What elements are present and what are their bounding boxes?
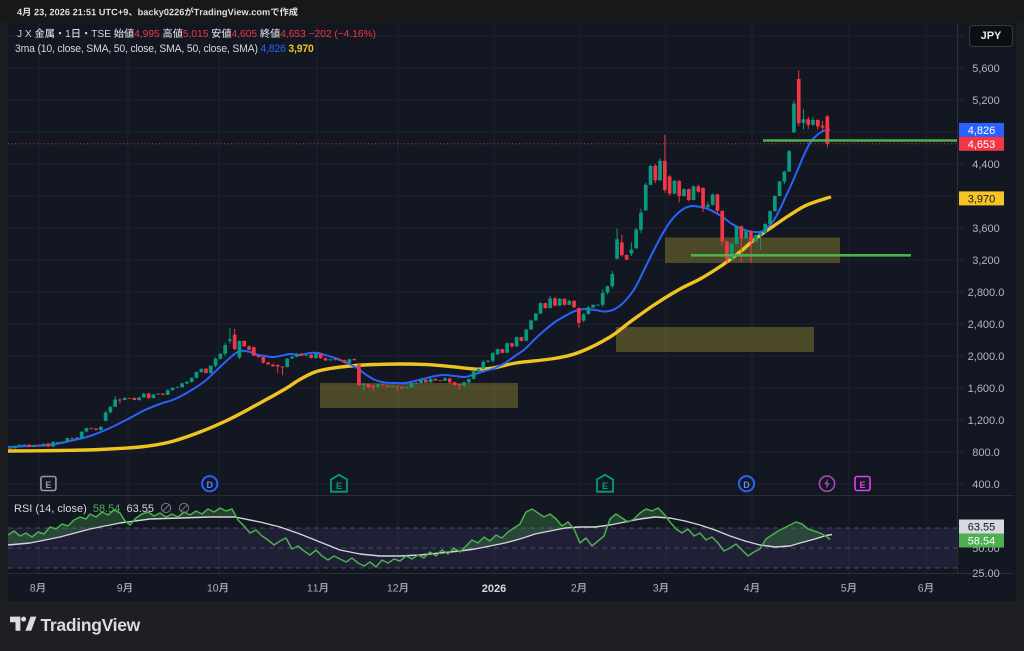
svg-text:5,200: 5,200 — [972, 95, 1000, 107]
svg-text:2,000.0: 2,000.0 — [968, 351, 1005, 363]
svg-text:TradingView: TradingView — [41, 615, 141, 635]
svg-text:E: E — [859, 480, 865, 490]
svg-text:25.00: 25.00 — [972, 568, 1000, 580]
svg-text:4,653: 4,653 — [968, 139, 996, 151]
svg-text:63.55: 63.55 — [968, 522, 996, 534]
svg-text:400.0: 400.0 — [972, 479, 1000, 491]
svg-text:3,970: 3,970 — [968, 193, 996, 205]
svg-text:3,600: 3,600 — [972, 223, 1000, 235]
svg-text:E: E — [602, 481, 608, 491]
svg-text:4,826: 4,826 — [968, 125, 996, 137]
svg-text:5,600: 5,600 — [972, 63, 1000, 75]
svg-text:2,400.0: 2,400.0 — [968, 319, 1005, 331]
svg-text:1,200.0: 1,200.0 — [968, 415, 1005, 427]
svg-text:D: D — [743, 480, 750, 490]
svg-text:1,600.0: 1,600.0 — [968, 383, 1005, 395]
svg-text:2,800.0: 2,800.0 — [968, 287, 1005, 299]
svg-text:E: E — [336, 481, 342, 491]
svg-text:3,200: 3,200 — [972, 255, 1000, 267]
svg-text:58.54: 58.54 — [968, 536, 996, 548]
svg-text:D: D — [206, 480, 213, 490]
svg-text:2026: 2026 — [482, 583, 506, 595]
svg-text:800.0: 800.0 — [972, 447, 1000, 459]
svg-text:E: E — [45, 480, 51, 490]
svg-text:4,400: 4,400 — [972, 159, 1000, 171]
